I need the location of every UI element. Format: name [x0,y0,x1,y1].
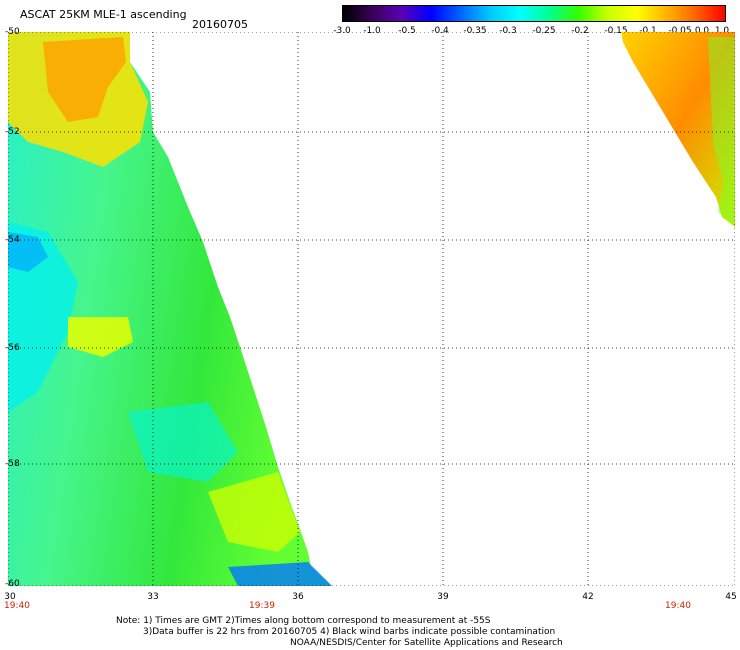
left-swath [8,32,332,586]
ascat-map [8,32,735,586]
colorbar-label: 0.0 [694,26,710,36]
lat-label: -52 [5,127,20,137]
lon-label: 36 [292,592,304,602]
colorbar [342,5,726,22]
lon-label: 39 [437,592,449,602]
right-swath-green-edge [708,37,735,227]
lat-label: -58 [5,459,20,469]
colorbar-label: -0.35 [463,26,487,36]
colorbar-label: -0.2 [571,26,589,36]
colorbar-label: -1.0 [363,26,381,36]
swath-cyan-patch [128,402,238,482]
colorbar-label: 1.0 [714,26,730,36]
colorbar-label: -0.05 [668,26,692,36]
right-swath [621,32,735,227]
note-line-1: Note: 1) Times are GMT 2)Times along bot… [116,616,491,626]
lat-label: -60 [5,579,20,589]
time-label: 19:40 [665,601,691,611]
time-label: 19:39 [249,601,275,611]
colorbar-label: -0.4 [431,26,449,36]
colorbar-label: -0.5 [398,26,416,36]
lat-label: -50 [5,27,20,37]
swath-lime-patch [208,472,300,552]
lat-label: -54 [5,235,20,245]
map-title: ASCAT 25KM MLE-1 ascending [20,8,187,21]
swath-hot-patch [43,37,126,122]
colorbar-label: -3.0 [333,26,351,36]
lon-label: 42 [582,592,594,602]
map-date: 20160705 [192,18,248,31]
colorbar-label: -0.3 [499,26,517,36]
swath-blue-edge [228,562,332,586]
colorbar-label: -0.15 [604,26,628,36]
time-label: 19:40 [4,601,30,611]
lat-label: -56 [5,343,20,353]
colorbar-label: -0.25 [532,26,556,36]
colorbar-labels: -3.0 -1.0 -0.5 -0.4 -0.35 -0.3 -0.25 -0.… [330,26,740,38]
swath-blue-patch [8,232,48,272]
lon-label: 45 [725,592,737,602]
note-line-3: NOAA/NESDIS/Center for Satellite Applica… [290,638,563,648]
note-line-2: 3)Data buffer is 22 hrs from 20160705 4)… [143,627,556,637]
lon-label: 33 [147,592,159,602]
swath-yellow-patch [68,317,133,357]
grid-lines [8,32,735,586]
colorbar-label: -0.1 [639,26,657,36]
lon-label: 30 [4,592,16,602]
